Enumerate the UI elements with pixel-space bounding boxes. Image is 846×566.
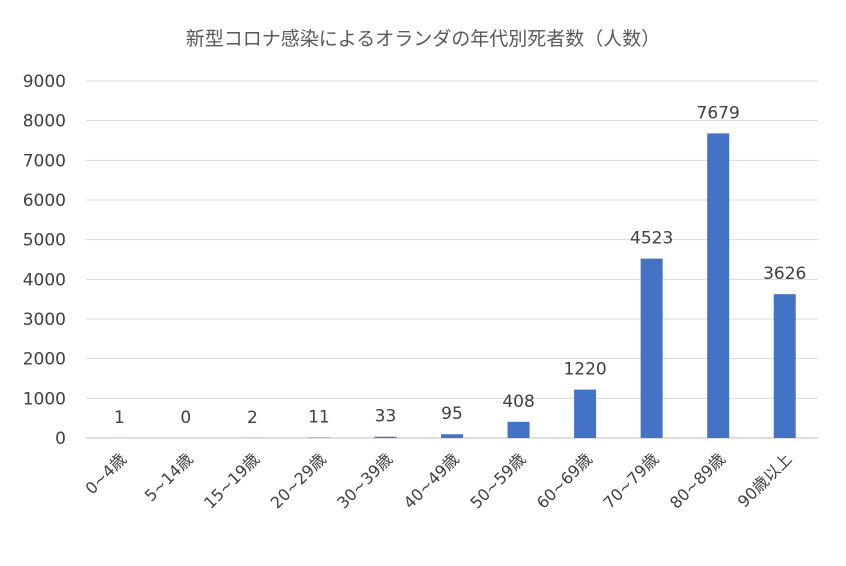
bar-9 [707,133,730,439]
data-label-8: 4523 [630,229,673,249]
y-tick-label-2000: 2000 [23,350,66,370]
chart-title: 新型コロナ感染によるオランダの年代別死者数（人数） [185,28,661,50]
x-tick-label-4: 30~39歳 [333,449,396,512]
x-tick-label-6: 50~59歳 [466,449,529,512]
x-tick-label-9: 80~89歳 [666,449,729,512]
bar-4 [374,436,397,438]
y-tick-label-3000: 3000 [23,310,66,330]
bar-6 [507,421,530,438]
y-tick-label-0: 0 [55,429,66,449]
data-label-0: 1 [114,408,125,428]
data-label-7: 1220 [563,360,606,380]
y-tick-label-8000: 8000 [23,112,66,132]
data-label-5: 95 [441,404,463,424]
x-tick-label-10: 90歳以上 [734,449,796,511]
bar-8 [640,258,663,438]
x-tick-label-2: 15~19歳 [200,449,263,512]
y-tick-label-4000: 4000 [23,270,66,290]
data-label-9: 7679 [697,103,740,123]
x-tick-label-0: 0~4歳 [81,449,130,498]
x-tick-label-8: 70~79歳 [599,449,662,512]
x-tick-label-5: 40~49歳 [400,449,463,512]
y-tick-label-9000: 9000 [23,72,66,92]
data-label-1: 0 [180,408,191,428]
y-tick-label-6000: 6000 [23,191,66,211]
data-label-6: 408 [502,392,534,412]
y-tick-label-1000: 1000 [23,389,66,409]
bar-7 [574,389,597,438]
data-label-10: 3626 [763,264,806,284]
x-tick-label-3: 20~29歳 [267,449,330,512]
bar-10 [773,294,796,438]
data-label-4: 33 [375,407,397,427]
data-label-3: 11 [308,408,330,428]
bar-5 [441,434,463,438]
x-tick-label-7: 60~69歳 [533,449,596,512]
x-tick-label-1: 5~14歳 [141,449,197,505]
y-tick-label-7000: 7000 [23,151,66,171]
y-tick-label-5000: 5000 [23,231,66,251]
data-label-2: 2 [247,408,258,428]
